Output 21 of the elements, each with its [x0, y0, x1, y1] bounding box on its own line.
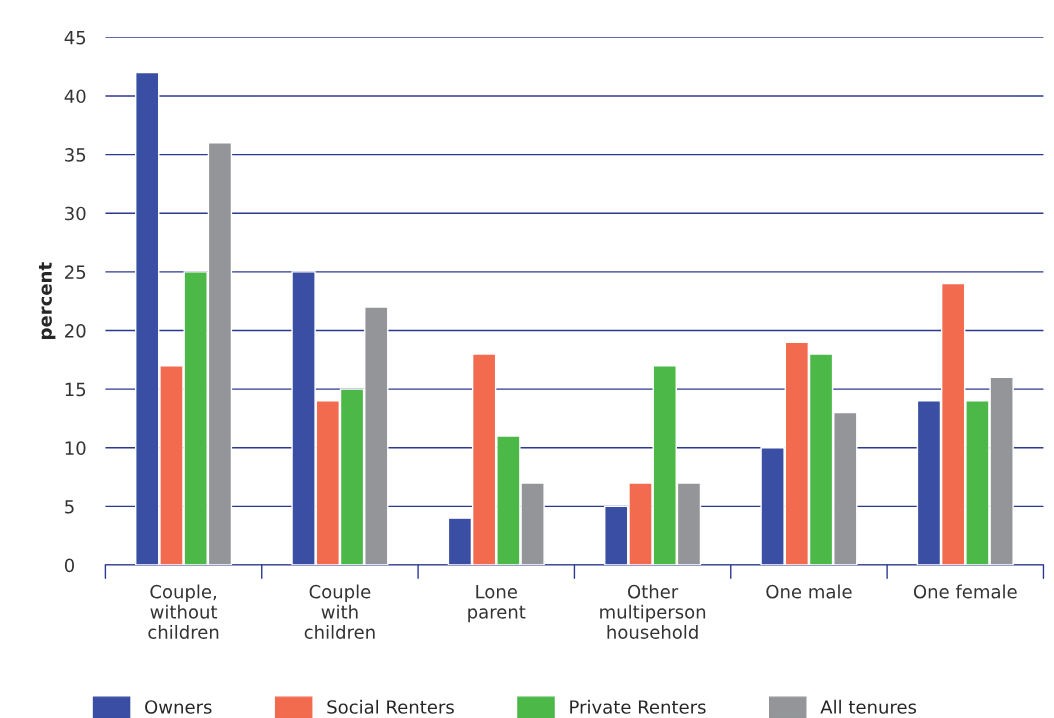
x-tick-label: Other multiperson household [600, 584, 706, 639]
legend-label: Private Renters [570, 699, 706, 714]
y-tick-label: 30 [65, 206, 86, 221]
y-axis-title: percent [38, 262, 56, 339]
y-tick-label: 40 [64, 89, 86, 104]
y-tick-label: 20 [65, 323, 86, 338]
x-tick-label: Lone parent [468, 585, 526, 623]
legend-label: Social Renters [327, 699, 454, 714]
x-tick-label: One male [766, 584, 852, 599]
legend-label: All tenures [820, 699, 917, 714]
legend-label: Owners [145, 700, 212, 714]
y-tick-label: 15 [65, 382, 86, 397]
y-tick-label: 0 [64, 558, 75, 573]
y-tick-label: 25 [65, 265, 86, 279]
x-tick-label: One female [913, 584, 1017, 599]
x-tick-label: Couple, without children [148, 584, 219, 639]
y-tick-label: 10 [65, 441, 86, 455]
x-tick-label: Couple with children [304, 584, 375, 639]
y-tick-label: 5 [65, 500, 74, 514]
y-tick-label: 35 [65, 148, 86, 162]
y-tick-label: 45 [64, 31, 86, 45]
